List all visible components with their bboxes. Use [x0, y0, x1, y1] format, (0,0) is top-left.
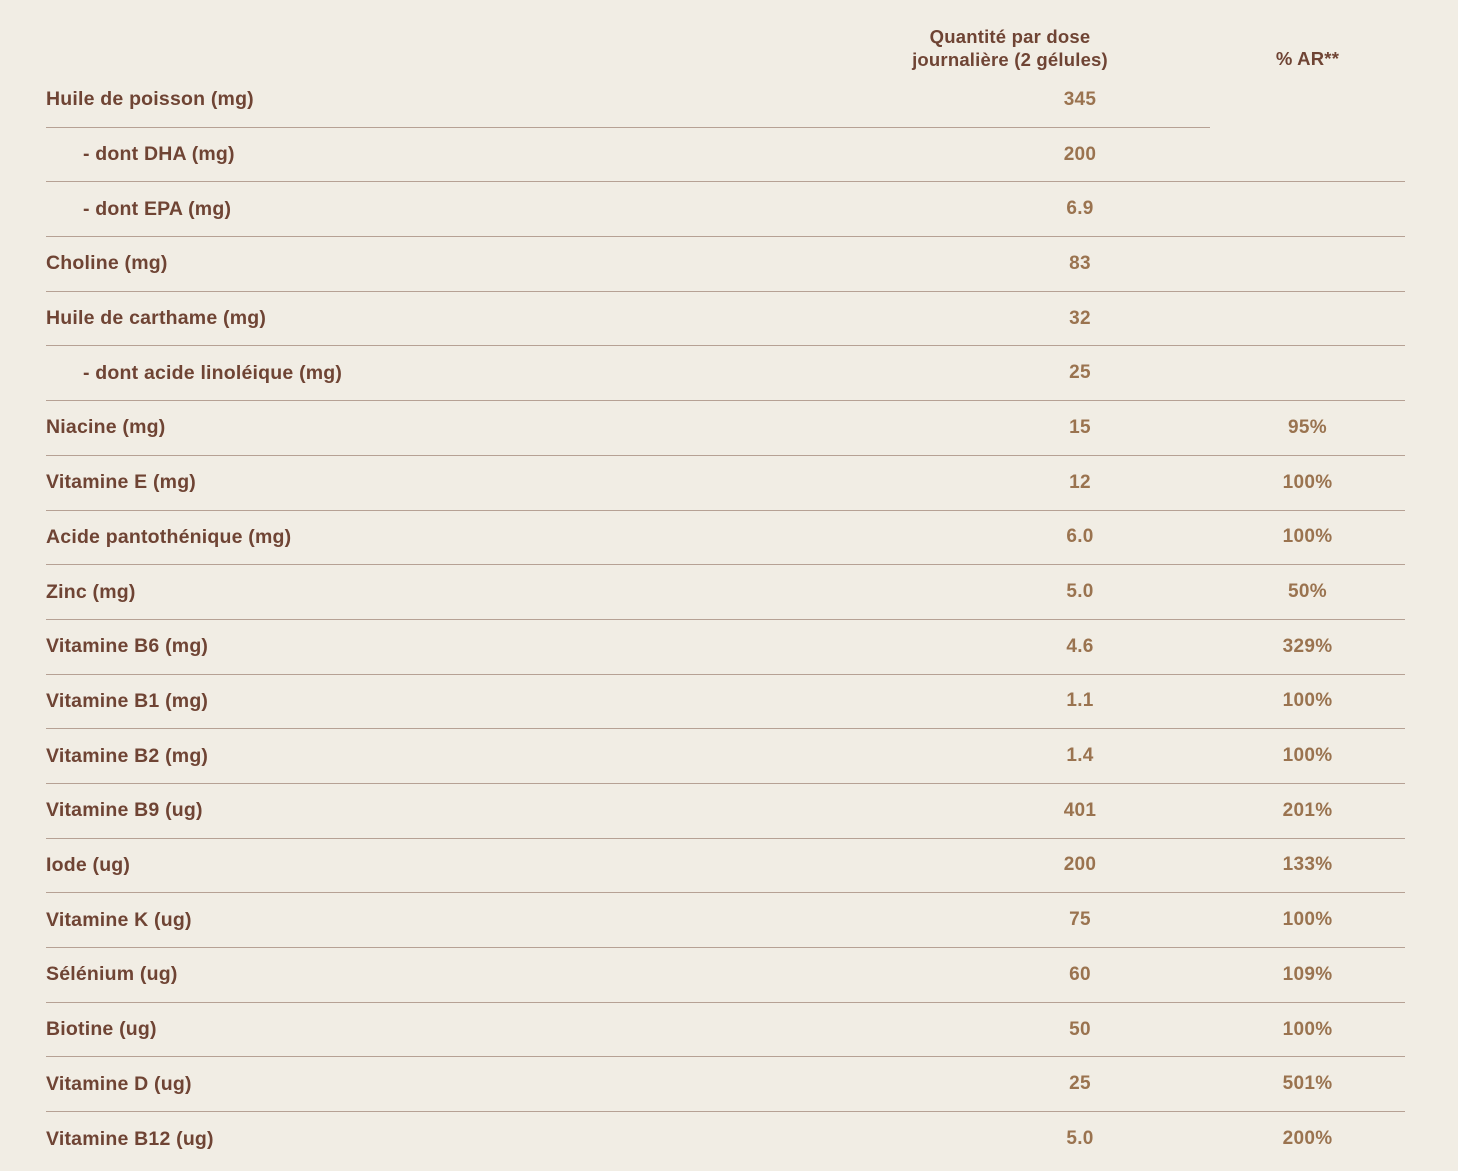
- row-label: - dont acide linoléique (mg): [46, 346, 950, 402]
- table-row: Huile de poisson (mg) 345: [46, 73, 1405, 128]
- row-label: Biotine (ug): [46, 1003, 950, 1058]
- table-row: Niacine (mg) 15 95%: [46, 401, 1405, 456]
- row-ar-value: 100%: [1210, 456, 1405, 511]
- row-amount: 75: [950, 893, 1210, 948]
- table-row: - dont EPA (mg) 6.9: [46, 182, 1405, 238]
- table-row: Vitamine D (ug) 25 501%: [46, 1057, 1405, 1113]
- row-label: Choline (mg): [46, 237, 950, 292]
- table-row: Huile de carthame (mg) 32: [46, 292, 1405, 347]
- row-amount: 15: [950, 401, 1210, 456]
- row-label: Niacine (mg): [46, 401, 950, 456]
- table-row: Vitamine B1 (mg) 1.1 100%: [46, 675, 1405, 730]
- row-amount: 25: [950, 346, 1210, 402]
- table-row: Sélénium (ug) 60 109%: [46, 948, 1405, 1003]
- table-row: Vitamine B12 (ug) 5.0 200%: [46, 1112, 1405, 1167]
- row-amount: 4.6: [950, 620, 1210, 675]
- row-amount: 1.1: [950, 675, 1210, 730]
- table-row: Iode (ug) 200 133%: [46, 839, 1405, 894]
- row-label: Vitamine B6 (mg): [46, 620, 950, 675]
- table-row: Acide pantothénique (mg) 6.0 100%: [46, 511, 1405, 566]
- row-ar-value: 95%: [1210, 401, 1405, 456]
- row-label: - dont EPA (mg): [46, 182, 950, 238]
- table-row: Vitamine B9 (ug) 401 201%: [46, 784, 1405, 839]
- table-row: Vitamine E (mg) 12 100%: [46, 456, 1405, 511]
- row-ar-value: 100%: [1210, 675, 1405, 730]
- row-label: Vitamine B1 (mg): [46, 675, 950, 730]
- table-row: Biotine (ug) 50 100%: [46, 1003, 1405, 1058]
- row-amount: 50: [950, 1003, 1210, 1058]
- row-ar-value: 100%: [1210, 511, 1405, 566]
- amount-column-header-line2: journalière (2 gélules): [912, 49, 1108, 70]
- row-ar-value: 329%: [1210, 620, 1405, 675]
- row-ar-value: [1210, 346, 1405, 402]
- row-amount: 345: [950, 73, 1210, 128]
- row-label: Vitamine B9 (ug): [46, 784, 950, 839]
- row-amount: 5.0: [950, 565, 1210, 620]
- row-amount: 6.9: [950, 182, 1210, 238]
- row-label: Iode (ug): [46, 839, 950, 894]
- amount-column-header-line1: Quantité par dose: [929, 26, 1091, 47]
- table-row: Vitamine K (ug) 75 100%: [46, 893, 1405, 948]
- row-ar-value: [1210, 237, 1405, 292]
- row-label: Huile de poisson (mg): [46, 73, 950, 128]
- table-header: Quantité par dose journalière (2 gélules…: [46, 0, 1405, 73]
- table-row: Zinc (mg) 5.0 50%: [46, 565, 1405, 620]
- row-ar-value: [1210, 128, 1405, 183]
- row-label: Vitamine B2 (mg): [46, 729, 950, 784]
- row-label: Vitamine K (ug): [46, 893, 950, 948]
- row-amount: 12: [950, 456, 1210, 511]
- table-row: Vitamine B6 (mg) 4.6 329%: [46, 620, 1405, 675]
- row-ar-value: 133%: [1210, 839, 1405, 894]
- row-amount: 401: [950, 784, 1210, 839]
- row-ar-value: 50%: [1210, 565, 1405, 620]
- row-amount: 25: [950, 1057, 1210, 1113]
- row-amount: 1.4: [950, 729, 1210, 784]
- ar-column-header: % AR**: [1275, 48, 1340, 69]
- table-row: - dont acide linoléique (mg) 25: [46, 346, 1405, 402]
- row-ar-value: [1210, 73, 1405, 128]
- table-row: Vitamine B2 (mg) 1.4 100%: [46, 729, 1405, 784]
- row-label: Vitamine D (ug): [46, 1057, 950, 1113]
- row-label: Acide pantothénique (mg): [46, 511, 950, 566]
- row-ar-value: 100%: [1210, 1003, 1405, 1058]
- row-label: Huile de carthame (mg): [46, 292, 950, 347]
- table-row: - dont DHA (mg) 200: [46, 128, 1405, 183]
- row-label: Zinc (mg): [46, 565, 950, 620]
- amount-column-header: Quantité par dose journalière (2 gélules…: [880, 25, 1140, 71]
- row-amount: 5.0: [1066, 1128, 1094, 1150]
- row-label: Sélénium (ug): [46, 948, 950, 1003]
- table-row: Choline (mg) 83: [46, 237, 1405, 292]
- row-amount: 6.0: [950, 511, 1210, 566]
- row-label: - dont DHA (mg): [46, 128, 950, 183]
- row-ar-value: [1210, 292, 1405, 347]
- row-amount: 200: [950, 128, 1210, 183]
- row-ar-value: 100%: [1210, 729, 1405, 784]
- row-ar-value: 501%: [1210, 1057, 1405, 1113]
- row-amount: 32: [950, 292, 1210, 347]
- row-ar-value: 200%: [1282, 1128, 1333, 1150]
- row-amount: 83: [950, 237, 1210, 292]
- row-ar-value: 100%: [1210, 893, 1405, 948]
- nutrition-table-body: Huile de poisson (mg) 345 - dont DHA (mg…: [0, 73, 1458, 1167]
- row-amount: 60: [950, 948, 1210, 1003]
- row-amount: 200: [950, 839, 1210, 894]
- row-ar-value: [1210, 182, 1405, 238]
- row-ar-value: 201%: [1210, 784, 1405, 839]
- row-ar-value: 109%: [1210, 948, 1405, 1003]
- row-label: Vitamine E (mg): [46, 456, 950, 511]
- row-label: Vitamine B12 (ug): [46, 1127, 214, 1150]
